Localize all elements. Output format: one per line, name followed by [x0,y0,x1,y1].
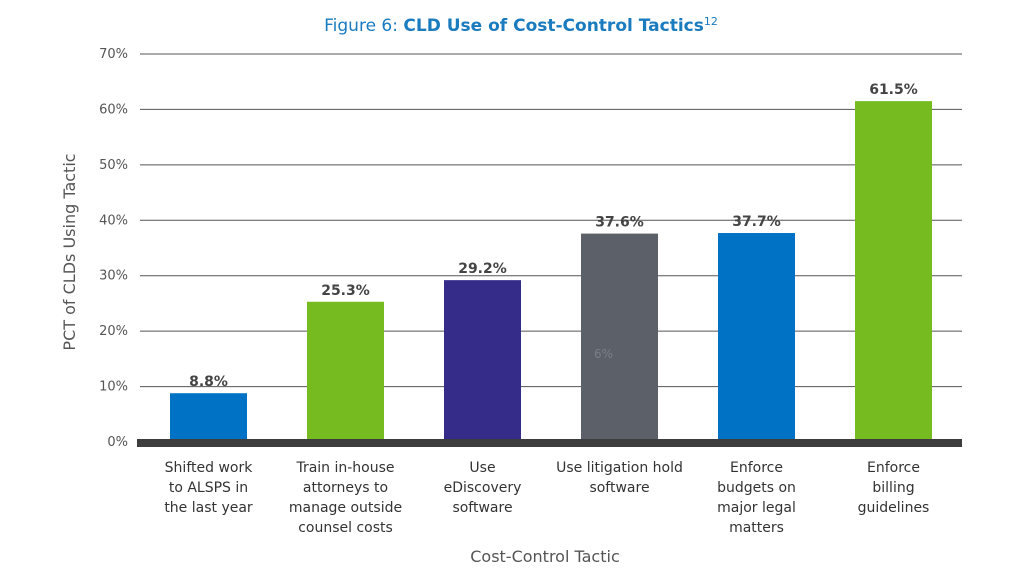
chart-title-prefix: Figure 6: [324,16,403,36]
x-tick-label: Enforce budgets on major legal matters [717,460,796,536]
x-tick-label: Use litigation hold software [556,460,683,496]
bar [170,393,247,442]
gridlines [140,53,962,388]
bar [581,233,658,442]
chart-title-superscript: 12 [704,15,718,28]
x-axis-title: Cost-Control Tactic [470,547,620,566]
chart-title: Figure 6: CLD Use of Cost-Control Tactic… [324,15,718,36]
bars [170,101,932,442]
y-tick-label: 20% [99,324,128,339]
y-axis-title: PCT of CLDs Using Tactic [60,153,79,350]
data-label: 37.7% [732,214,781,230]
bar [855,101,932,442]
data-labels: 8.8% 25.3% 29.2% 37.6% 37.7% 61.5% [189,82,918,390]
y-tick-label: 30% [99,269,128,284]
chart-title-main: CLD Use of Cost-Control Tactics [403,16,703,36]
bar [444,280,521,442]
x-tick-label: Train in-house attorneys to manage outside… [289,460,402,536]
y-tick-label: 40% [99,213,128,228]
data-label: 25.3% [321,283,370,299]
y-axis-ticks: 0% 10% 20% 30% 40% 50% 60% 70% [99,47,128,450]
bar-inner-faint-label: 6% [594,347,613,361]
y-tick-label: 60% [99,102,128,117]
data-label: 61.5% [869,82,918,98]
y-tick-label: 70% [99,47,128,62]
y-tick-label: 50% [99,158,128,173]
y-tick-label: 10% [99,380,128,395]
data-label: 29.2% [458,261,507,277]
data-label: 37.6% [595,215,644,231]
bar [718,233,795,442]
data-label: 8.8% [189,374,228,390]
x-axis-category-labels: Shifted work to ALSPS in the last year Trai… [164,460,929,536]
x-axis-baseline [137,439,962,447]
x-tick-label: Shifted work to ALSPS in the last year [164,460,253,516]
bar [307,301,384,442]
x-tick-label: Enforce billing guidelines [858,460,930,516]
y-tick-label: 0% [107,435,128,450]
x-tick-label: Use eDiscovery software [444,460,522,516]
